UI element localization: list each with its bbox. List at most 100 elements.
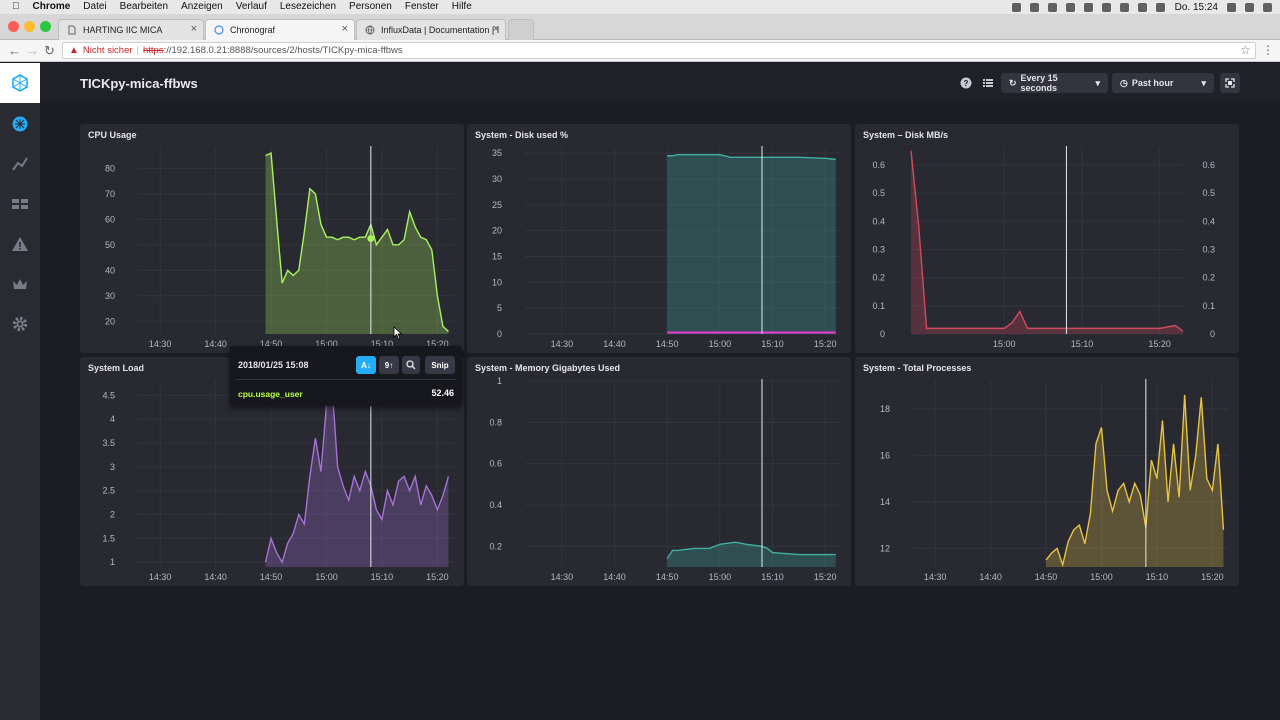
disk-used-chart[interactable]: 0 5 10 15 20 25 30 35 14:30 14:40 14:50 15:00 15:10 1…	[467, 124, 851, 353]
menu-datei[interactable]: Datei	[75, 1, 106, 12]
user-icon[interactable]	[1245, 2, 1254, 12]
x-tick-label: 14:50	[656, 339, 679, 349]
menu-bearbeiten[interactable]: Bearbeiten	[112, 1, 168, 12]
minimize-window-button[interactable]	[24, 21, 35, 32]
dashboard-grid-icon	[12, 199, 28, 209]
y-tick-label: 2.5	[102, 486, 115, 496]
sidebar-item-alerts[interactable]	[10, 234, 30, 254]
close-window-button[interactable]	[8, 21, 19, 32]
series-area	[667, 154, 836, 334]
auto-refresh-dropdown[interactable]: ↻ Every 15 seconds ▾	[1001, 73, 1108, 93]
menu-fenster[interactable]: Fenster	[397, 1, 439, 12]
y-tick-label: 3	[110, 462, 115, 472]
memory-used-chart[interactable]: 0.2 0.4 0.6 0.8 1 14:30 14:40 14:50 15:00 15:10 15…	[467, 357, 851, 586]
x-tick-label: 15:10	[1071, 339, 1094, 349]
page-title: TICKpy-mica-ffbws	[80, 76, 198, 91]
chrome-menu-icon[interactable]: ⋮	[1262, 43, 1274, 57]
close-tab-icon[interactable]: ×	[492, 23, 499, 35]
close-tab-icon[interactable]: ×	[341, 23, 348, 35]
presentation-mode-button[interactable]	[1220, 73, 1240, 93]
airplay-icon[interactable]	[1065, 2, 1075, 12]
menu-verlauf[interactable]: Verlauf	[228, 1, 267, 12]
notification-center-icon[interactable]	[1263, 2, 1272, 12]
menu-chrome[interactable]: Chrome	[25, 1, 71, 12]
y-tick-label: 60	[105, 214, 115, 224]
x-tick-label: 15:20	[1148, 339, 1171, 349]
panel-disk-used-percent[interactable]: System - Disk used % 0 5 10 15 20 25 30 35 14:30…	[467, 124, 851, 353]
series-line	[910, 150, 1184, 332]
sidebar-item-dashboards[interactable]	[10, 194, 30, 214]
menu-anzeigen[interactable]: Anzeigen	[173, 1, 223, 12]
panel-disk-mb-per-s[interactable]: System – Disk MB/s 0 0 0.1 0.1 0.2 0.2 0.3 0.3 0…	[855, 124, 1239, 353]
cpu-usage-chart[interactable]: 20 30 40 50 60 70 80 14:30 14:40 14:50 15:00 15:10 1…	[80, 124, 464, 353]
apple-icon[interactable]: 	[12, 0, 20, 14]
disk-mb-chart[interactable]: 0 0 0.1 0.1 0.2 0.2 0.3 0.3 0.4 0.4 0.5 0.5 0.6 0.6 15…	[855, 124, 1239, 353]
docker-icon[interactable]	[1029, 2, 1039, 12]
bookmark-star-icon[interactable]: ☆	[1240, 43, 1251, 57]
reload-icon[interactable]: ↻	[44, 43, 55, 58]
panel-memory-used[interactable]: System - Memory Gigabytes Used 0.2 0.4 0.6…	[467, 357, 851, 586]
x-tick-label: 14:50	[656, 572, 679, 582]
series-area	[1046, 394, 1224, 567]
y-tick-label: 20	[492, 226, 502, 236]
sidebar-item-hosts[interactable]	[10, 114, 30, 134]
help-icon[interactable]: ?	[960, 77, 972, 89]
list-icon[interactable]	[982, 77, 994, 89]
tab-harting[interactable]: HARTING IIC MICA ×	[58, 19, 204, 40]
menu-hilfe[interactable]: Hilfe	[444, 1, 472, 12]
tab-chronograf[interactable]: Chronograf ×	[205, 19, 355, 40]
twitter-icon[interactable]	[1047, 2, 1057, 12]
x-tick-label: 15:20	[814, 339, 837, 349]
alert-triangle-icon	[12, 237, 28, 251]
panel-total-processes[interactable]: System - Total Processes 12 14 16 18 14:30 14…	[855, 357, 1239, 586]
filter-search-button[interactable]	[402, 356, 420, 374]
x-tick-label: 15:10	[1146, 572, 1169, 582]
x-tick-label: 14:30	[924, 572, 947, 582]
spotlight-icon[interactable]	[1227, 2, 1236, 12]
menu-personen[interactable]: Personen	[341, 1, 392, 12]
crown-icon	[13, 279, 27, 289]
x-tick-label: 14:40	[204, 339, 227, 349]
menu-lesezeichen[interactable]: Lesezeichen	[272, 1, 336, 12]
battery-icon[interactable]	[1137, 2, 1147, 12]
chronograf-logo[interactable]	[0, 63, 40, 103]
y-tick-label: 0.3	[872, 244, 885, 254]
menubar-clock[interactable]: Do. 15:24	[1174, 1, 1218, 13]
time-machine-icon[interactable]	[1083, 2, 1093, 12]
url-bar[interactable]: ▲ Nicht sicher | https ://192.168.0.21:8…	[62, 42, 1256, 59]
total-processes-chart[interactable]: 12 14 16 18 14:30 14:40 14:50 15:00 15:10 15:20	[855, 357, 1239, 586]
sort-numeric-button[interactable]: 9↑	[379, 356, 399, 374]
bluetooth-icon[interactable]	[1101, 2, 1111, 12]
x-tick-label: 14:30	[149, 572, 172, 582]
flag-icon[interactable]	[1155, 2, 1165, 12]
wifi-icon[interactable]	[1119, 2, 1129, 12]
series-area	[265, 153, 449, 334]
not-secure-label[interactable]: Nicht sicher	[82, 45, 133, 56]
sort-alphabetical-button[interactable]: A↓	[356, 356, 376, 374]
back-arrow-icon[interactable]: ←	[8, 43, 21, 58]
auto-refresh-label: Every 15 seconds	[1020, 73, 1058, 93]
snip-button[interactable]: Snip	[425, 356, 455, 374]
system-load-chart[interactable]: 1 1.5 2 2.5 3 3.5 4 4.5 14:30 14:40 14:50 15:00 15:1…	[80, 357, 464, 586]
new-tab-button[interactable]	[508, 19, 534, 40]
warning-icon[interactable]: ▲	[69, 45, 79, 56]
chronograf-icon	[214, 25, 224, 35]
y-tick-label: 0.4	[489, 500, 502, 510]
sidebar-item-admin[interactable]	[10, 274, 30, 294]
panel-cpu-usage[interactable]: CPU Usage 20 30 40 50 60 70 80 14:30 14:40 14:50 1…	[80, 124, 464, 353]
svg-text:?: ?	[964, 79, 969, 88]
y-tick-label: 80	[105, 163, 115, 173]
record-icon[interactable]	[1011, 2, 1021, 12]
tooltip-divider	[236, 379, 456, 380]
maximize-window-button[interactable]	[40, 21, 51, 32]
sidebar-item-configuration[interactable]	[10, 314, 30, 334]
y-tick-label: 0.2	[872, 273, 885, 283]
chronograf-app: TICKpy-mica-ffbws ? ↻ Every 15 seconds ▾…	[0, 63, 1280, 720]
panel-title: System - Memory Gigabytes Used	[475, 363, 621, 373]
tab-influxdata-docs[interactable]: InfluxData | Documentation | I ×	[356, 19, 506, 40]
forward-arrow-icon[interactable]: →	[26, 43, 39, 58]
y-tick-label: 30	[105, 291, 115, 301]
sidebar-item-data-explorer[interactable]	[10, 154, 30, 174]
close-tab-icon[interactable]: ×	[190, 23, 197, 35]
time-range-dropdown[interactable]: ◷ Past hour ▾	[1112, 73, 1214, 93]
